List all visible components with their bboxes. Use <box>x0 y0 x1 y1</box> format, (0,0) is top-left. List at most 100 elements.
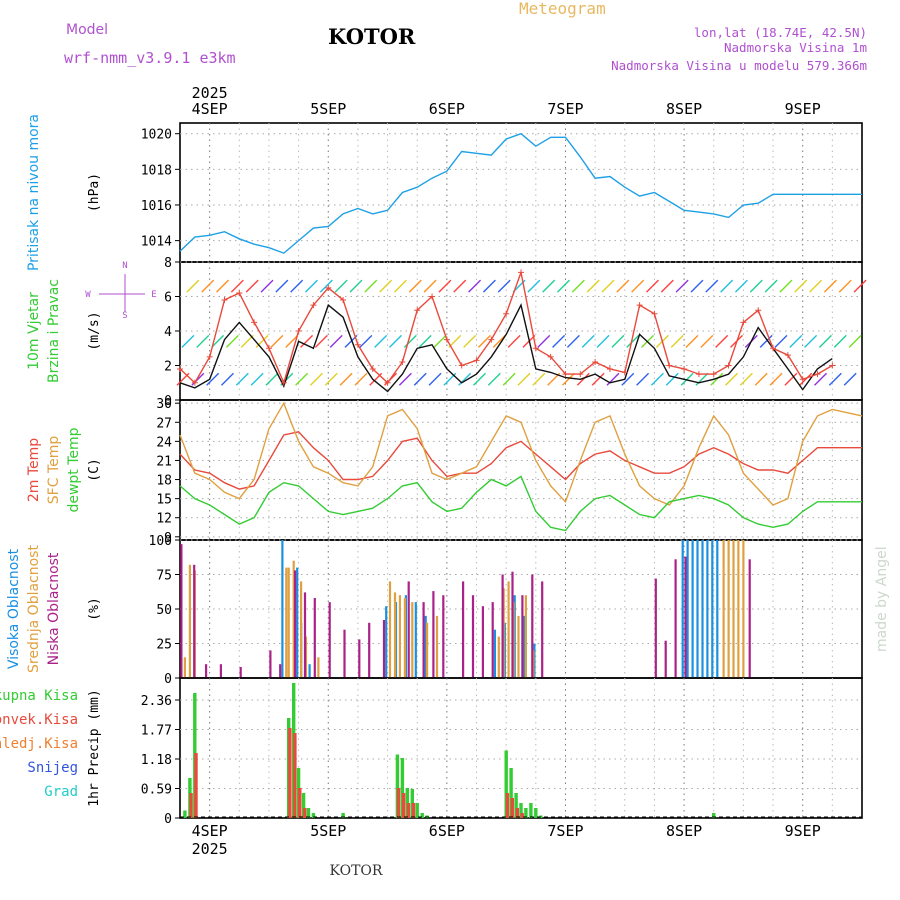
day-label: 6SEP <box>429 822 465 840</box>
y-axis-label: 1hr Precip (mm) <box>87 689 102 806</box>
bar-cloud_low <box>462 581 465 678</box>
panel-frame <box>179 122 863 263</box>
wind-barb <box>700 334 714 348</box>
wind-barb <box>220 372 234 386</box>
bar-precip_total <box>504 750 508 818</box>
wind-barb <box>818 334 832 348</box>
wind-barb <box>403 334 417 348</box>
gust-marker <box>532 345 539 352</box>
bar-precip_total <box>514 793 518 818</box>
wind-barb <box>398 372 412 386</box>
wind-barb <box>631 279 645 293</box>
wind-barb <box>823 279 837 293</box>
gust-marker <box>799 376 806 383</box>
wind-barb <box>848 334 862 348</box>
wind-barb <box>566 334 580 348</box>
gust-marker <box>251 319 258 326</box>
bar-cloud_low <box>481 606 484 678</box>
gust-marker <box>458 362 465 369</box>
y-tick-label: 2 <box>164 360 172 375</box>
bar-precip_total <box>400 758 405 818</box>
panel-frame <box>179 677 863 819</box>
wind-compass: N S W E <box>85 261 156 321</box>
panel-title-line: Pritisak na nivou mora <box>26 114 42 271</box>
bar-cloud_low <box>303 592 307 678</box>
model-name: wrf-nmm_v3.9.1 e3km <box>64 49 236 67</box>
gust-marker <box>695 371 702 378</box>
wind-barb <box>616 279 630 293</box>
wind-barb <box>705 279 719 293</box>
y-tick-label: 6 <box>164 291 172 306</box>
bar-cloud_high <box>385 606 388 678</box>
y-tick-label: 4 <box>164 325 172 340</box>
wind-barb <box>838 279 852 293</box>
bar-cloud_low <box>269 650 272 678</box>
wind-barb <box>285 334 299 348</box>
bar-cloud_mid <box>732 540 735 678</box>
panels: 1014 1016 1018 1020 (hPa) Pritisak na nivou m… <box>0 114 867 827</box>
bar-cloud_high <box>281 540 284 678</box>
panel-title-line: Srednja Oblacnost <box>26 545 42 673</box>
gust-marker <box>443 336 450 343</box>
bar-precip_total <box>529 803 533 818</box>
bar-cloud_low <box>294 570 297 678</box>
y-tick-label: 27 <box>156 416 172 431</box>
bar-cloud_low <box>343 629 346 678</box>
bar-precip_conv <box>293 733 297 818</box>
bar-cloud_high <box>424 615 427 678</box>
y-tick-label: 15 <box>156 493 172 508</box>
gust-marker <box>784 352 791 359</box>
wind-barb <box>779 279 793 293</box>
wind-barb <box>626 334 640 348</box>
wind-barb <box>379 279 393 293</box>
bar-cloud_mid <box>742 540 745 678</box>
gust-marker <box>681 365 688 372</box>
gust-marker <box>814 371 821 378</box>
gust-marker <box>280 379 287 386</box>
wind-barb <box>438 279 452 293</box>
wind-barb <box>428 372 442 386</box>
wind-barb <box>675 279 689 293</box>
y-tick-label: 0.59 <box>141 783 172 798</box>
wind-barb <box>690 279 704 293</box>
wind-barb <box>784 372 798 386</box>
wind-barb <box>453 279 467 293</box>
gust-marker <box>503 310 510 317</box>
y-tick-label: 100 <box>149 534 172 549</box>
wind-barb <box>319 279 333 293</box>
gust-marker <box>770 345 777 352</box>
bar-cloud_low <box>541 581 544 678</box>
bar-cloud_low <box>501 574 504 678</box>
wind-barb <box>324 372 338 386</box>
wind-barb <box>794 279 808 293</box>
day-label: 8SEP <box>666 100 702 118</box>
day-label: 5SEP <box>310 822 346 840</box>
wind-barb <box>552 334 566 348</box>
day-label: 4SEP <box>192 822 228 840</box>
panel-title-line: Brzina i Pravac <box>46 279 62 383</box>
wind-barb <box>611 334 625 348</box>
wind-barb <box>557 279 571 293</box>
wind-barb <box>339 372 353 386</box>
precip-legend-line: Snijeg <box>27 760 78 776</box>
bar-precip_conv <box>396 788 401 818</box>
y-tick-label: 0 <box>164 394 172 409</box>
bar-cloud_high <box>716 540 719 678</box>
gust-marker <box>547 353 554 360</box>
wind-barb <box>665 372 679 386</box>
gust-marker <box>310 302 317 309</box>
y-tick-label: 75 <box>156 569 172 584</box>
y-axis-label: (C) <box>87 458 102 481</box>
wind-barb <box>329 334 343 348</box>
bar-cloud_mid <box>183 657 186 678</box>
gust-marker <box>562 371 569 378</box>
gust-marker <box>340 296 347 303</box>
footer-station: KOTOR <box>330 863 383 879</box>
wind-barb <box>186 279 200 293</box>
wind-barb <box>265 372 279 386</box>
time-axis-top: 4SEP 5SEP 6SEP 7SEP 8SEP 9SEP 2025 <box>192 84 821 118</box>
bar-cloud_low <box>521 595 524 678</box>
wind-barb <box>482 279 496 293</box>
gust-marker <box>473 357 480 364</box>
